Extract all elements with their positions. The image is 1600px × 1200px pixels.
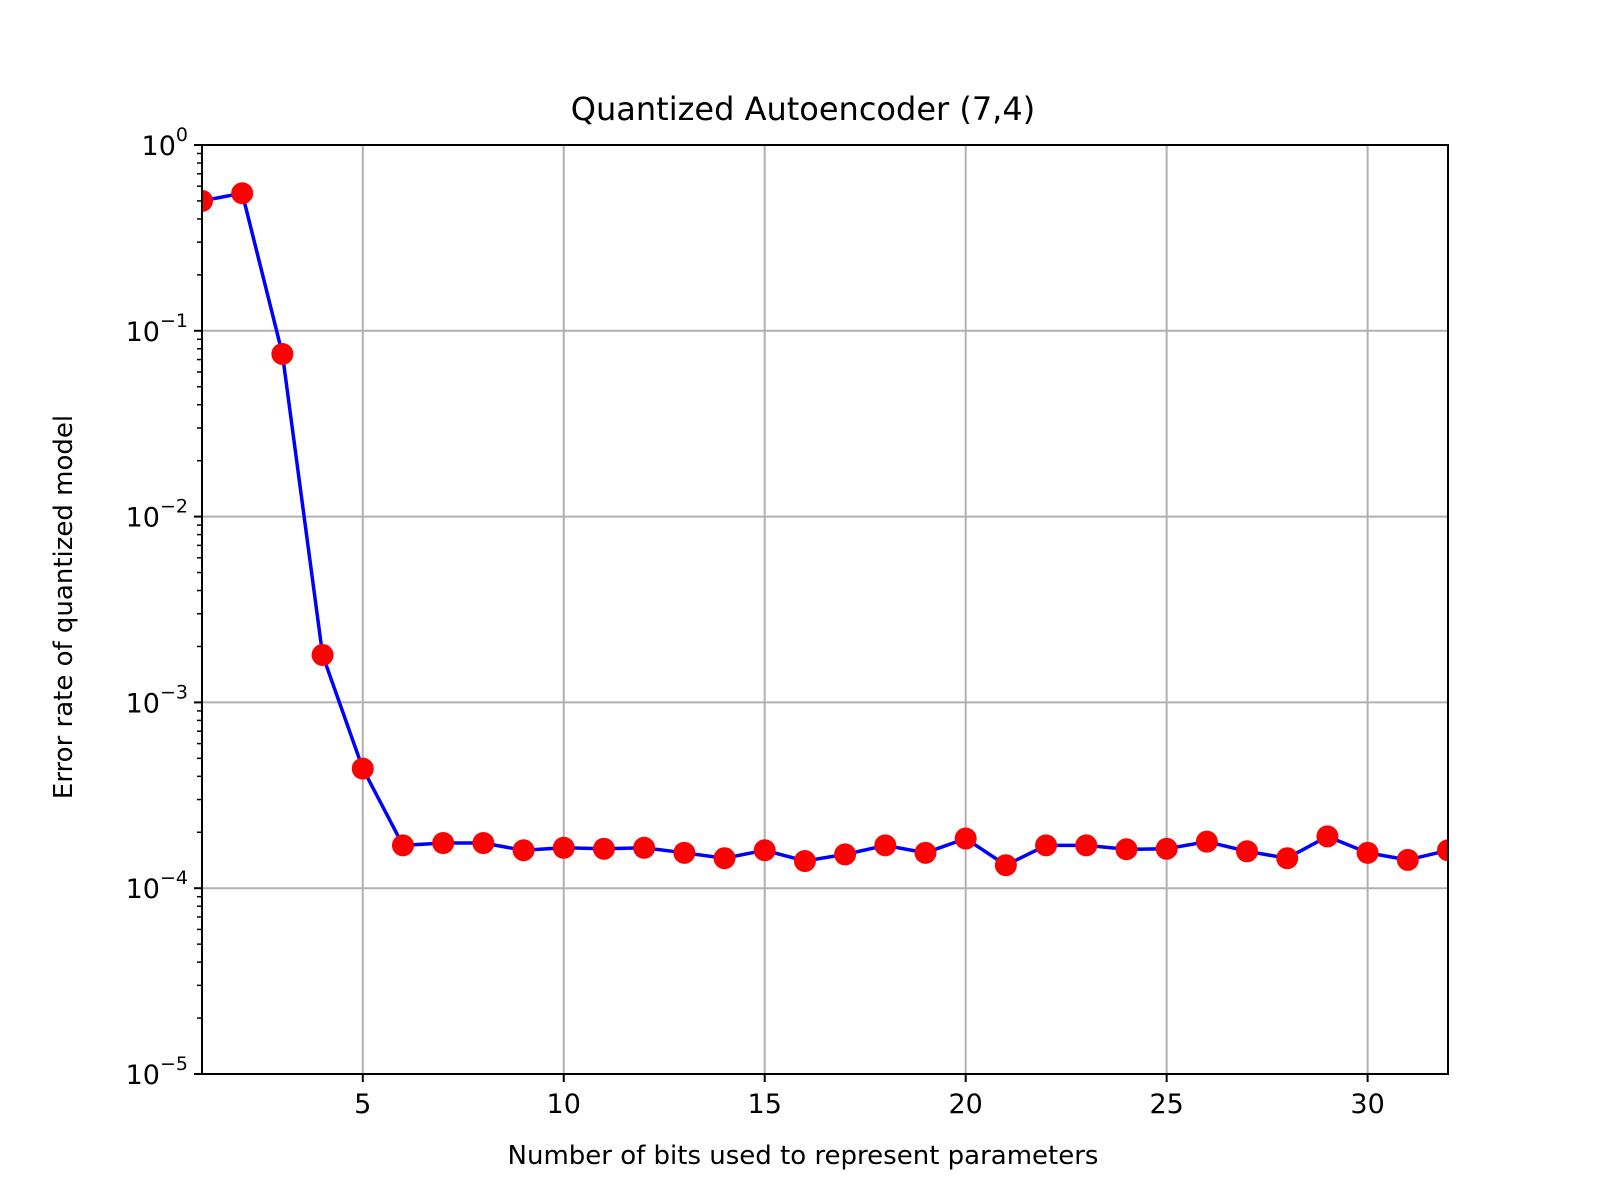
data-point — [793, 850, 816, 873]
y-axis-label: Error rate of quantized model — [49, 415, 79, 799]
data-point — [432, 832, 455, 855]
x-tick-label: 25 — [1149, 1089, 1183, 1120]
data-point — [1155, 837, 1178, 860]
x-tick-label: 10 — [547, 1089, 581, 1120]
data-point — [271, 343, 294, 366]
data-point — [1115, 838, 1138, 861]
data-point — [592, 837, 615, 860]
x-tick-label: 20 — [948, 1089, 982, 1120]
data-point — [673, 841, 696, 864]
data-point — [1316, 825, 1339, 848]
data-point — [914, 841, 937, 864]
series-group — [202, 182, 1448, 877]
data-point — [834, 843, 857, 866]
data-point — [1356, 841, 1379, 864]
data-point — [1075, 834, 1098, 857]
data-point — [954, 827, 977, 850]
x-tick-label: 30 — [1350, 1089, 1384, 1120]
plot-frame — [201, 144, 1449, 1075]
data-point — [753, 839, 776, 862]
x-tick-label: 5 — [354, 1089, 371, 1120]
data-point — [202, 189, 213, 212]
data-point — [994, 854, 1017, 877]
y-tick-label: 10−2 — [126, 496, 188, 534]
data-point — [1035, 834, 1058, 857]
data-point — [231, 182, 254, 205]
data-point — [512, 839, 535, 862]
data-point — [1195, 830, 1218, 853]
x-tick-label: 15 — [748, 1089, 782, 1120]
data-point — [874, 834, 897, 857]
data-point — [713, 847, 736, 870]
data-point — [351, 757, 374, 780]
data-point — [552, 836, 575, 859]
data-point — [391, 834, 414, 857]
chart-title: Quantized Autoencoder (7,4) — [571, 90, 1035, 128]
data-point — [1396, 848, 1419, 871]
data-point — [472, 832, 495, 855]
data-series — [202, 182, 1448, 877]
data-point — [1437, 839, 1448, 862]
data-point — [1236, 840, 1259, 863]
y-tick-label: 10−1 — [126, 310, 188, 348]
data-point — [311, 643, 334, 666]
x-axis-label: Number of bits used to represent paramet… — [508, 1141, 1099, 1171]
y-tick-label: 10−3 — [126, 681, 188, 719]
data-point — [1276, 847, 1299, 870]
data-point — [633, 836, 656, 859]
